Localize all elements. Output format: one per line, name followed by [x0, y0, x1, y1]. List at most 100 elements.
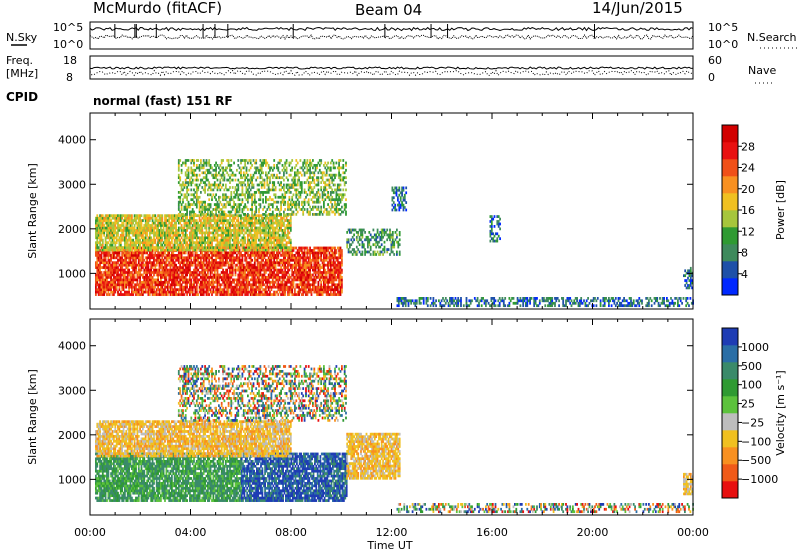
echo-cell	[154, 239, 156, 242]
echo-cell	[290, 276, 292, 279]
echo-cell	[150, 236, 152, 239]
echo-cell	[116, 264, 118, 267]
echo-cell	[230, 236, 232, 239]
echo-cell	[139, 276, 141, 279]
echo-cell	[318, 283, 320, 286]
echo-cell	[228, 288, 230, 291]
echo-cell	[196, 266, 198, 269]
echo-cell	[289, 293, 291, 296]
echo-cell	[247, 276, 249, 279]
echo-cell	[200, 259, 202, 262]
echo-cell	[199, 169, 201, 172]
echo-cell	[268, 222, 270, 225]
echo-cell	[117, 232, 119, 235]
echo-cell	[271, 269, 273, 272]
echo-cell	[262, 259, 264, 262]
echo-cell	[229, 227, 231, 230]
echo-cell	[166, 276, 168, 279]
echo-cell	[255, 283, 257, 286]
echo-cell	[290, 249, 292, 252]
echo-cell	[326, 276, 328, 279]
echo-cell	[132, 222, 134, 225]
echo-cell	[135, 259, 137, 262]
echo-cell	[188, 259, 190, 262]
freq-right-tick-top: 60	[708, 54, 722, 67]
echo-cell	[123, 249, 125, 252]
echo-cell	[311, 261, 313, 264]
echo-cell	[137, 281, 139, 284]
echo-cell	[327, 283, 329, 286]
echo-cell	[284, 269, 286, 272]
echo-cell	[222, 259, 224, 262]
echo-cell	[199, 254, 201, 257]
echo-cell	[178, 164, 180, 167]
echo-cell	[206, 224, 208, 227]
echo-cell	[275, 264, 277, 267]
echo-cell	[211, 244, 213, 247]
echo-cell	[271, 246, 273, 249]
echo-cell	[114, 291, 116, 294]
echo-cell	[243, 229, 245, 232]
echo-cell	[150, 274, 152, 277]
echo-cell	[237, 219, 239, 222]
echo-cell	[291, 269, 293, 272]
echo-cell	[96, 239, 98, 242]
echo-cell	[286, 283, 288, 286]
echo-cell	[268, 244, 270, 247]
echo-cell	[131, 249, 133, 252]
echo-cell	[181, 171, 183, 174]
echo-cell	[196, 219, 198, 222]
echo-cell	[222, 269, 224, 272]
echo-cell	[206, 206, 208, 209]
echo-cell	[142, 261, 144, 264]
echo-cell	[196, 271, 198, 274]
echo-cell	[135, 269, 137, 272]
echo-cell	[257, 236, 259, 239]
echo-cell	[265, 219, 267, 222]
echo-cell	[127, 276, 129, 279]
echo-cell	[291, 252, 293, 255]
echo-cell	[116, 236, 118, 239]
echo-cell	[134, 227, 136, 230]
echo-cell	[246, 232, 248, 235]
echo-cell	[185, 179, 187, 182]
freq-left-tick-top: 18	[63, 54, 77, 67]
echo-cell	[181, 193, 183, 196]
echo-cell	[341, 271, 343, 274]
echo-cell	[237, 244, 239, 247]
echo-cell	[145, 288, 147, 291]
echo-cell	[309, 247, 311, 250]
echo-cell	[102, 276, 104, 279]
echo-cell	[117, 291, 119, 294]
echo-cell	[201, 252, 203, 255]
echo-cell	[199, 164, 201, 167]
echo-cell	[239, 241, 241, 244]
echo-cell	[119, 286, 121, 289]
echo-cell	[160, 279, 162, 282]
echo-cell	[188, 169, 190, 172]
echo-cell	[108, 256, 110, 259]
echo-cell	[197, 159, 199, 162]
echo-cell	[179, 264, 181, 267]
echo-cell	[208, 259, 210, 262]
echo-cell	[242, 259, 244, 262]
echo-cell	[242, 293, 244, 296]
echo-cell	[282, 269, 284, 272]
echo-cell	[208, 159, 210, 162]
echo-cell	[124, 269, 126, 272]
echo-cell	[102, 244, 104, 247]
echo-cell	[214, 217, 216, 220]
echo-cell	[174, 244, 176, 247]
echo-cell	[280, 249, 282, 252]
echo-cell	[206, 279, 208, 282]
echo-cell	[174, 219, 176, 222]
echo-cell	[210, 222, 212, 225]
echo-cell	[190, 281, 192, 284]
echo-cell	[186, 293, 188, 296]
echo-cell	[215, 259, 217, 262]
echo-cell	[105, 256, 107, 259]
echo-cell	[199, 217, 201, 220]
echo-cell	[146, 274, 148, 277]
echo-cell	[293, 286, 295, 289]
echo-cell	[300, 254, 302, 257]
